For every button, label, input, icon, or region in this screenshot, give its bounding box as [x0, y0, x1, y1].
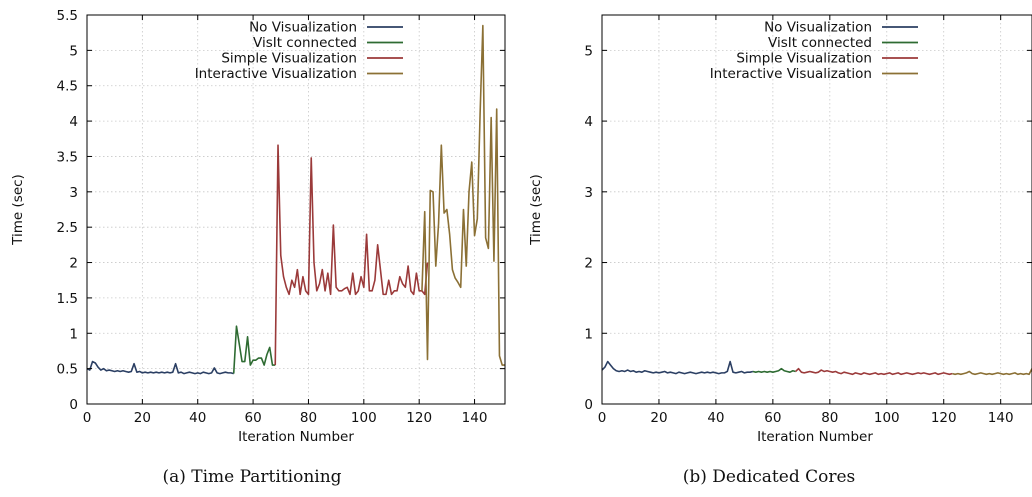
x-tick-label: 20: [134, 410, 151, 426]
series-line-no-visualization: [87, 360, 234, 375]
series-line-interactive-visualization: [421, 24, 505, 366]
series-line-simple-visualization: [795, 367, 953, 376]
x-tick-label: 20: [650, 410, 667, 426]
y-tick-label: 0: [69, 397, 78, 413]
y-tick-label: 5: [584, 43, 593, 59]
x-tick-label: 140: [462, 410, 488, 426]
y-tick-label: 1: [69, 326, 78, 342]
legend-label: No Visualization: [249, 20, 357, 36]
series-line-visit-connected: [232, 325, 276, 374]
panel-time-partitioning: 0 20 40 60 80 100 120 140 0 0.5 1 1.5 2 2.5 3 3.5 4 4.5 5 5…: [10, 8, 506, 487]
legend-label: Simple Visualization: [221, 51, 357, 67]
x-tick-label: 60: [764, 410, 781, 426]
x-tick-label: 100: [874, 410, 900, 426]
series-line-interactive-visualization: [952, 368, 1032, 376]
x-axis-label: Iteration Number: [757, 429, 873, 445]
y-tick-label: 2.5: [57, 220, 78, 236]
series-line-no-visualization: [602, 360, 754, 375]
x-tick-label: 60: [244, 410, 261, 426]
caption: (b) Dedicated Cores: [683, 467, 856, 487]
y-tick-label: 4: [69, 114, 78, 130]
y-tick-label: 4.5: [57, 79, 78, 95]
plot-frame: [86, 14, 506, 405]
plot-frame: [601, 14, 1032, 405]
y-axis-label: Time (sec): [10, 174, 26, 246]
y-tick-label: 1: [584, 326, 593, 342]
y-tick-label: 5.5: [57, 8, 78, 24]
legend-label: VisIt connected: [768, 35, 872, 51]
x-tick-label: 120: [406, 410, 432, 426]
x-tick-label: 0: [83, 410, 92, 426]
legend-label: Interactive Visualization: [195, 66, 357, 82]
panel-dedicated-cores: 0 20 40 60 80 100 120 140 0 1 2 3 4 5 No Visualizatio…: [528, 14, 1032, 487]
x-tick-label: 40: [189, 410, 206, 426]
x-axis-label: Iteration Number: [238, 429, 354, 445]
y-tick-label: 3.5: [57, 149, 78, 165]
series-line-simple-visualization: [274, 144, 429, 366]
y-tick-label: 3: [69, 185, 78, 201]
x-tick-label: 140: [988, 410, 1014, 426]
legend-label: VisIt connected: [253, 35, 357, 51]
x-tick-label: 80: [821, 410, 838, 426]
y-tick-label: 5: [69, 43, 78, 59]
x-tick-label: 100: [351, 410, 377, 426]
legend-label: Simple Visualization: [736, 51, 872, 67]
x-tick-label: 120: [931, 410, 957, 426]
x-tick-label: 80: [300, 410, 317, 426]
x-tick-label: 40: [707, 410, 724, 426]
y-tick-label: 2: [69, 256, 78, 272]
x-tick-label: 0: [598, 410, 607, 426]
y-tick-label: 2: [584, 256, 593, 272]
y-tick-label: 0: [584, 397, 593, 413]
y-tick-label: 0.5: [57, 362, 78, 378]
legend-label: Interactive Visualization: [710, 66, 872, 82]
caption: (a) Time Partitioning: [162, 467, 341, 487]
y-tick-label: 3: [584, 185, 593, 201]
legend-label: No Visualization: [764, 20, 872, 36]
y-axis-label: Time (sec): [528, 174, 544, 246]
y-tick-label: 1.5: [57, 291, 78, 307]
series-line-visit-connected: [752, 367, 796, 373]
y-tick-label: 4: [584, 114, 593, 130]
